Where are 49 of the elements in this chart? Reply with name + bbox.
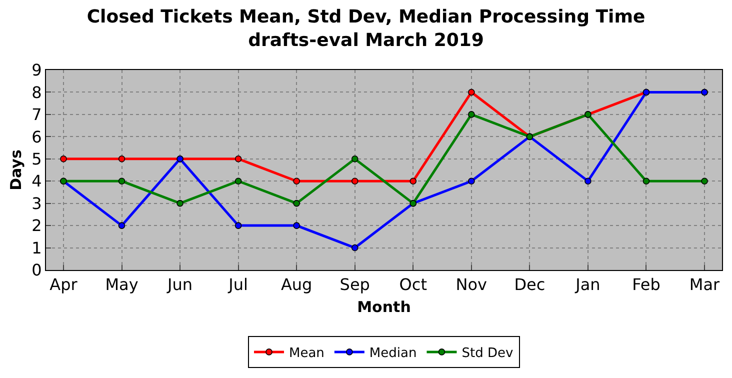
y-tick-label: 6 [32, 127, 42, 146]
point [234, 222, 242, 229]
point [468, 88, 475, 96]
x-tick-label: Jan [574, 275, 600, 294]
point [351, 244, 358, 252]
y-tick-label: 7 [32, 105, 42, 124]
x-tick-label: May [105, 275, 138, 294]
point [118, 155, 126, 162]
point [701, 178, 708, 185]
x-axis-title: Month [357, 298, 411, 316]
x-tick-label: Mar [689, 275, 720, 294]
point [468, 111, 475, 118]
point [410, 178, 417, 185]
point [118, 222, 126, 229]
x-tick-label: Apr [50, 275, 78, 294]
x-tick-label: Feb [632, 275, 660, 294]
point [351, 155, 358, 162]
point [234, 155, 242, 162]
x-tick-label: Jun [166, 275, 193, 294]
point [468, 178, 475, 185]
point [351, 178, 358, 185]
x-tick-label: Aug [280, 275, 312, 294]
point [642, 178, 650, 185]
y-tick-label: 0 [32, 260, 42, 280]
point [293, 178, 300, 185]
legend-label: Std Dev [462, 346, 514, 362]
y-axis-title: Days [6, 150, 25, 190]
point [118, 178, 126, 185]
y-tick-label: 1 [32, 238, 42, 258]
legend-label: Median [369, 346, 417, 362]
y-tick-label: 4 [32, 172, 42, 191]
x-tick-label: Nov [456, 275, 488, 294]
x-tick-label: Dec [514, 275, 546, 294]
y-tick-label: 3 [32, 194, 42, 213]
y-tick-label: 5 [32, 149, 42, 168]
y-tick-label: 9 [32, 60, 42, 80]
point [584, 178, 592, 185]
x-tick-label: Jul [228, 275, 248, 294]
chart-title: Closed Tickets Mean, Std Dev, Median Processing Time drafts-eval March 2019 [86, 6, 646, 52]
point [293, 200, 300, 207]
x-tick-label: Oct [399, 275, 427, 294]
y-tick-label: 8 [32, 82, 42, 102]
point [293, 222, 300, 229]
y-tick-label: 2 [32, 216, 42, 236]
legend-label: Mean [289, 346, 324, 362]
x-tick-label: Sep [340, 275, 370, 294]
point [176, 200, 184, 207]
point [234, 178, 242, 185]
point [60, 155, 67, 162]
